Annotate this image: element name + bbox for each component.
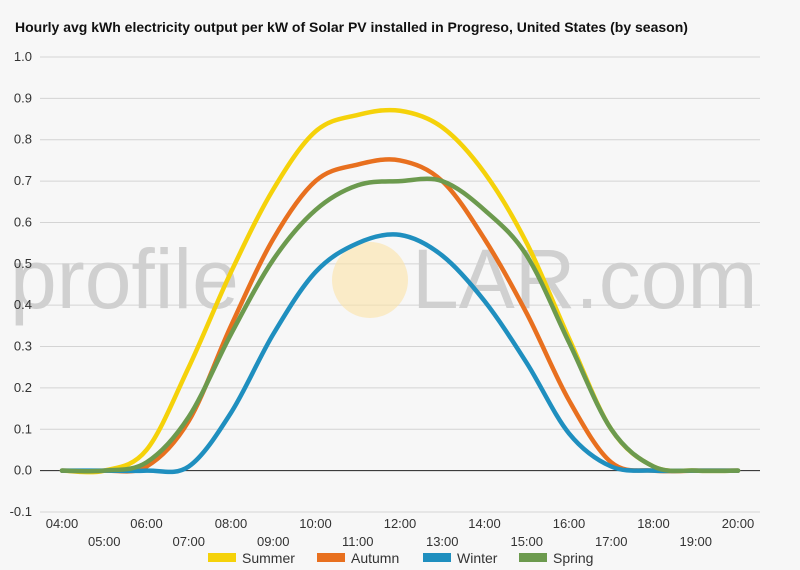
watermark-left: profile [10,232,239,326]
series-line-autumn [59,157,741,474]
series-line-spring [59,176,741,474]
x-tick-label: 08:00 [215,516,248,531]
x-tick-label: 11:00 [342,534,374,549]
legend-swatch-summer [208,553,236,562]
legend-label-autumn: Autumn [351,550,399,566]
y-tick-label: 0.4 [14,297,32,312]
chart-title: Hourly avg kWh electricity output per kW… [15,19,688,35]
y-tick-label: 1.0 [14,49,32,64]
legend-swatch-winter [423,553,451,562]
y-tick-label: 0.6 [14,214,32,229]
x-tick-label: 13:00 [426,534,459,549]
x-tick-label: 17:00 [595,534,628,549]
watermark: profile LAR.com [10,232,757,326]
x-tick-label: 06:00 [130,516,163,531]
x-tick-label: 18:00 [637,516,670,531]
y-tick-label: 0.3 [14,339,32,354]
y-tick-label: 0.7 [14,173,32,188]
x-tick-label: 16:00 [553,516,586,531]
x-tick-label: 19:00 [679,534,712,549]
x-tick-label: 14:00 [468,516,501,531]
x-tick-label: 10:00 [299,516,332,531]
x-tick-label: 05:00 [88,534,121,549]
legend: Summer Autumn Winter Spring [208,550,593,566]
y-tick-label: 0.8 [14,132,32,147]
legend-swatch-spring [519,553,547,562]
series-line-winter [59,232,741,475]
watermark-right: LAR.com [412,232,757,326]
grid-layer [40,56,760,513]
y-tick-label: 0.5 [14,256,32,271]
legend-label-spring: Spring [553,550,593,566]
x-tick-label: 04:00 [46,516,79,531]
y-tick-label: 0.0 [14,463,32,478]
x-tick-label: 15:00 [510,534,543,549]
y-tick-label: 0.2 [14,380,32,395]
y-tick-label: -0.1 [10,504,32,519]
watermark-sun-icon [332,242,408,318]
legend-swatch-autumn [317,553,345,562]
legend-label-winter: Winter [457,550,498,566]
x-tick-label: 12:00 [384,516,417,531]
y-tick-label: 0.9 [14,90,32,105]
x-tick-label: 20:00 [722,516,755,531]
legend-label-summer: Summer [242,550,295,566]
series-layer [59,107,741,475]
y-tick-label: 0.1 [14,421,32,436]
x-tick-label: 07:00 [172,534,205,549]
x-tick-label: 09:00 [257,534,290,549]
